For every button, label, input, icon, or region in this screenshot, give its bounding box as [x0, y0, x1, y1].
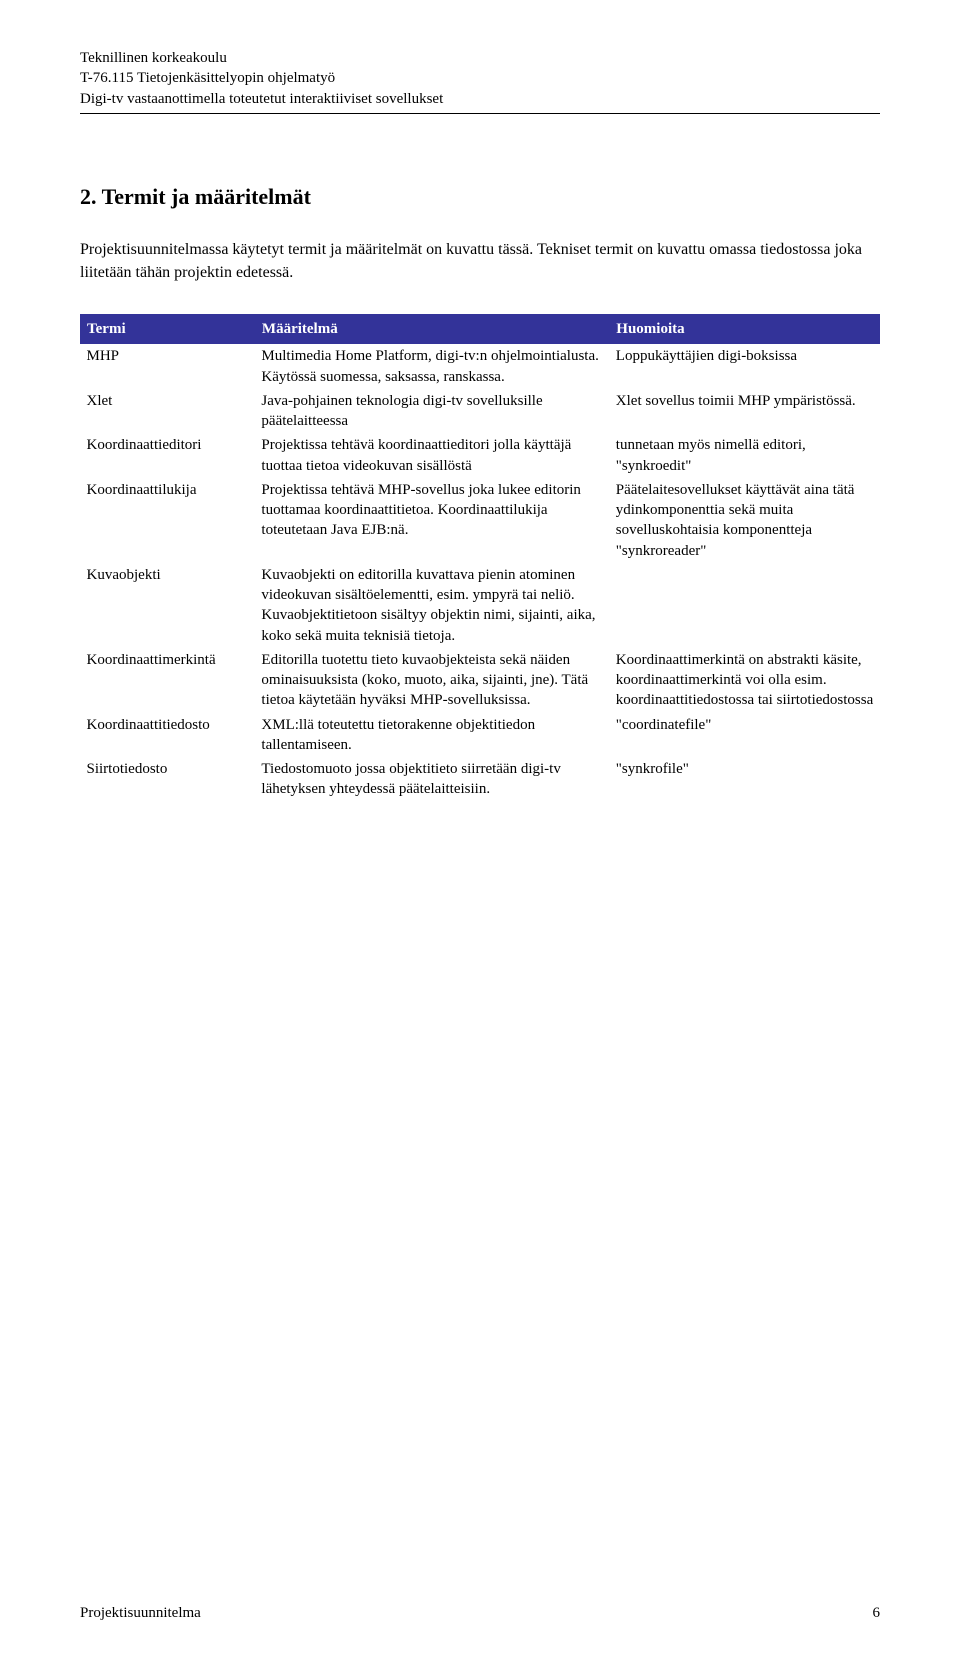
table-row: KoordinaattimerkintäEditorilla tuotettu … [81, 648, 880, 713]
section-title: 2. Termit ja määritelmät [80, 184, 880, 210]
col-term: Termi [81, 315, 256, 344]
definition-cell: Tiedostomuoto jossa objektitieto siirret… [255, 757, 609, 802]
note-cell: "coordinatefile" [610, 713, 880, 758]
term-cell: Koordinaattitiedosto [81, 713, 256, 758]
footer-page-number: 6 [873, 1605, 881, 1622]
note-cell: Xlet sovellus toimii MHP ympäristössä. [610, 389, 880, 434]
table-row: XletJava-pohjainen teknologia digi-tv so… [81, 389, 880, 434]
note-cell: tunnetaan myös nimellä editori, "synkroe… [610, 433, 880, 478]
terms-table: Termi Määritelmä Huomioita MHPMultimedia… [80, 314, 880, 802]
term-cell: MHP [81, 344, 256, 389]
note-cell: "synkrofile" [610, 757, 880, 802]
term-cell: Siirtotiedosto [81, 757, 256, 802]
term-cell: Kuvaobjekti [81, 563, 256, 648]
table-row: KoordinaattieditoriProjektissa tehtävä k… [81, 433, 880, 478]
definition-cell: Multimedia Home Platform, digi-tv:n ohje… [255, 344, 609, 389]
table-row: KuvaobjektiKuvaobjekti on editorilla kuv… [81, 563, 880, 648]
definition-cell: Projektissa tehtävä koordinaattieditori … [255, 433, 609, 478]
term-cell: Koordinaattilukija [81, 478, 256, 563]
definition-cell: XML:llä toteutettu tietorakenne objektit… [255, 713, 609, 758]
col-definition: Määritelmä [255, 315, 609, 344]
definition-cell: Editorilla tuotettu tieto kuvaobjekteist… [255, 648, 609, 713]
header-line-2: T-76.115 Tietojenkäsittelyopin ohjelmaty… [80, 68, 880, 88]
definition-cell: Projektissa tehtävä MHP-sovellus joka lu… [255, 478, 609, 563]
page-footer: Projektisuunnitelma 6 [80, 1605, 880, 1622]
footer-left: Projektisuunnitelma [80, 1605, 201, 1622]
definition-cell: Java-pohjainen teknologia digi-tv sovell… [255, 389, 609, 434]
col-note: Huomioita [610, 315, 880, 344]
document-header: Teknillinen korkeakoulu T-76.115 Tietoje… [80, 48, 880, 114]
table-row: KoordinaattitiedostoXML:llä toteutettu t… [81, 713, 880, 758]
note-cell [610, 563, 880, 648]
header-line-1: Teknillinen korkeakoulu [80, 48, 880, 68]
term-cell: Koordinaattieditori [81, 433, 256, 478]
note-cell: Loppukäyttäjien digi-boksissa [610, 344, 880, 389]
header-line-3: Digi-tv vastaanottimella toteutetut inte… [80, 89, 880, 109]
term-cell: Xlet [81, 389, 256, 434]
table-row: KoordinaattilukijaProjektissa tehtävä MH… [81, 478, 880, 563]
definition-cell: Kuvaobjekti on editorilla kuvattava pien… [255, 563, 609, 648]
note-cell: Päätelaitesovellukset käyttävät aina tät… [610, 478, 880, 563]
table-row: MHPMultimedia Home Platform, digi-tv:n o… [81, 344, 880, 389]
section-intro: Projektisuunnitelmassa käytetyt termit j… [80, 238, 880, 284]
table-row: SiirtotiedostoTiedostomuoto jossa objekt… [81, 757, 880, 802]
note-cell: Koordinaattimerkintä on abstrakti käsite… [610, 648, 880, 713]
term-cell: Koordinaattimerkintä [81, 648, 256, 713]
table-header-row: Termi Määritelmä Huomioita [81, 315, 880, 344]
